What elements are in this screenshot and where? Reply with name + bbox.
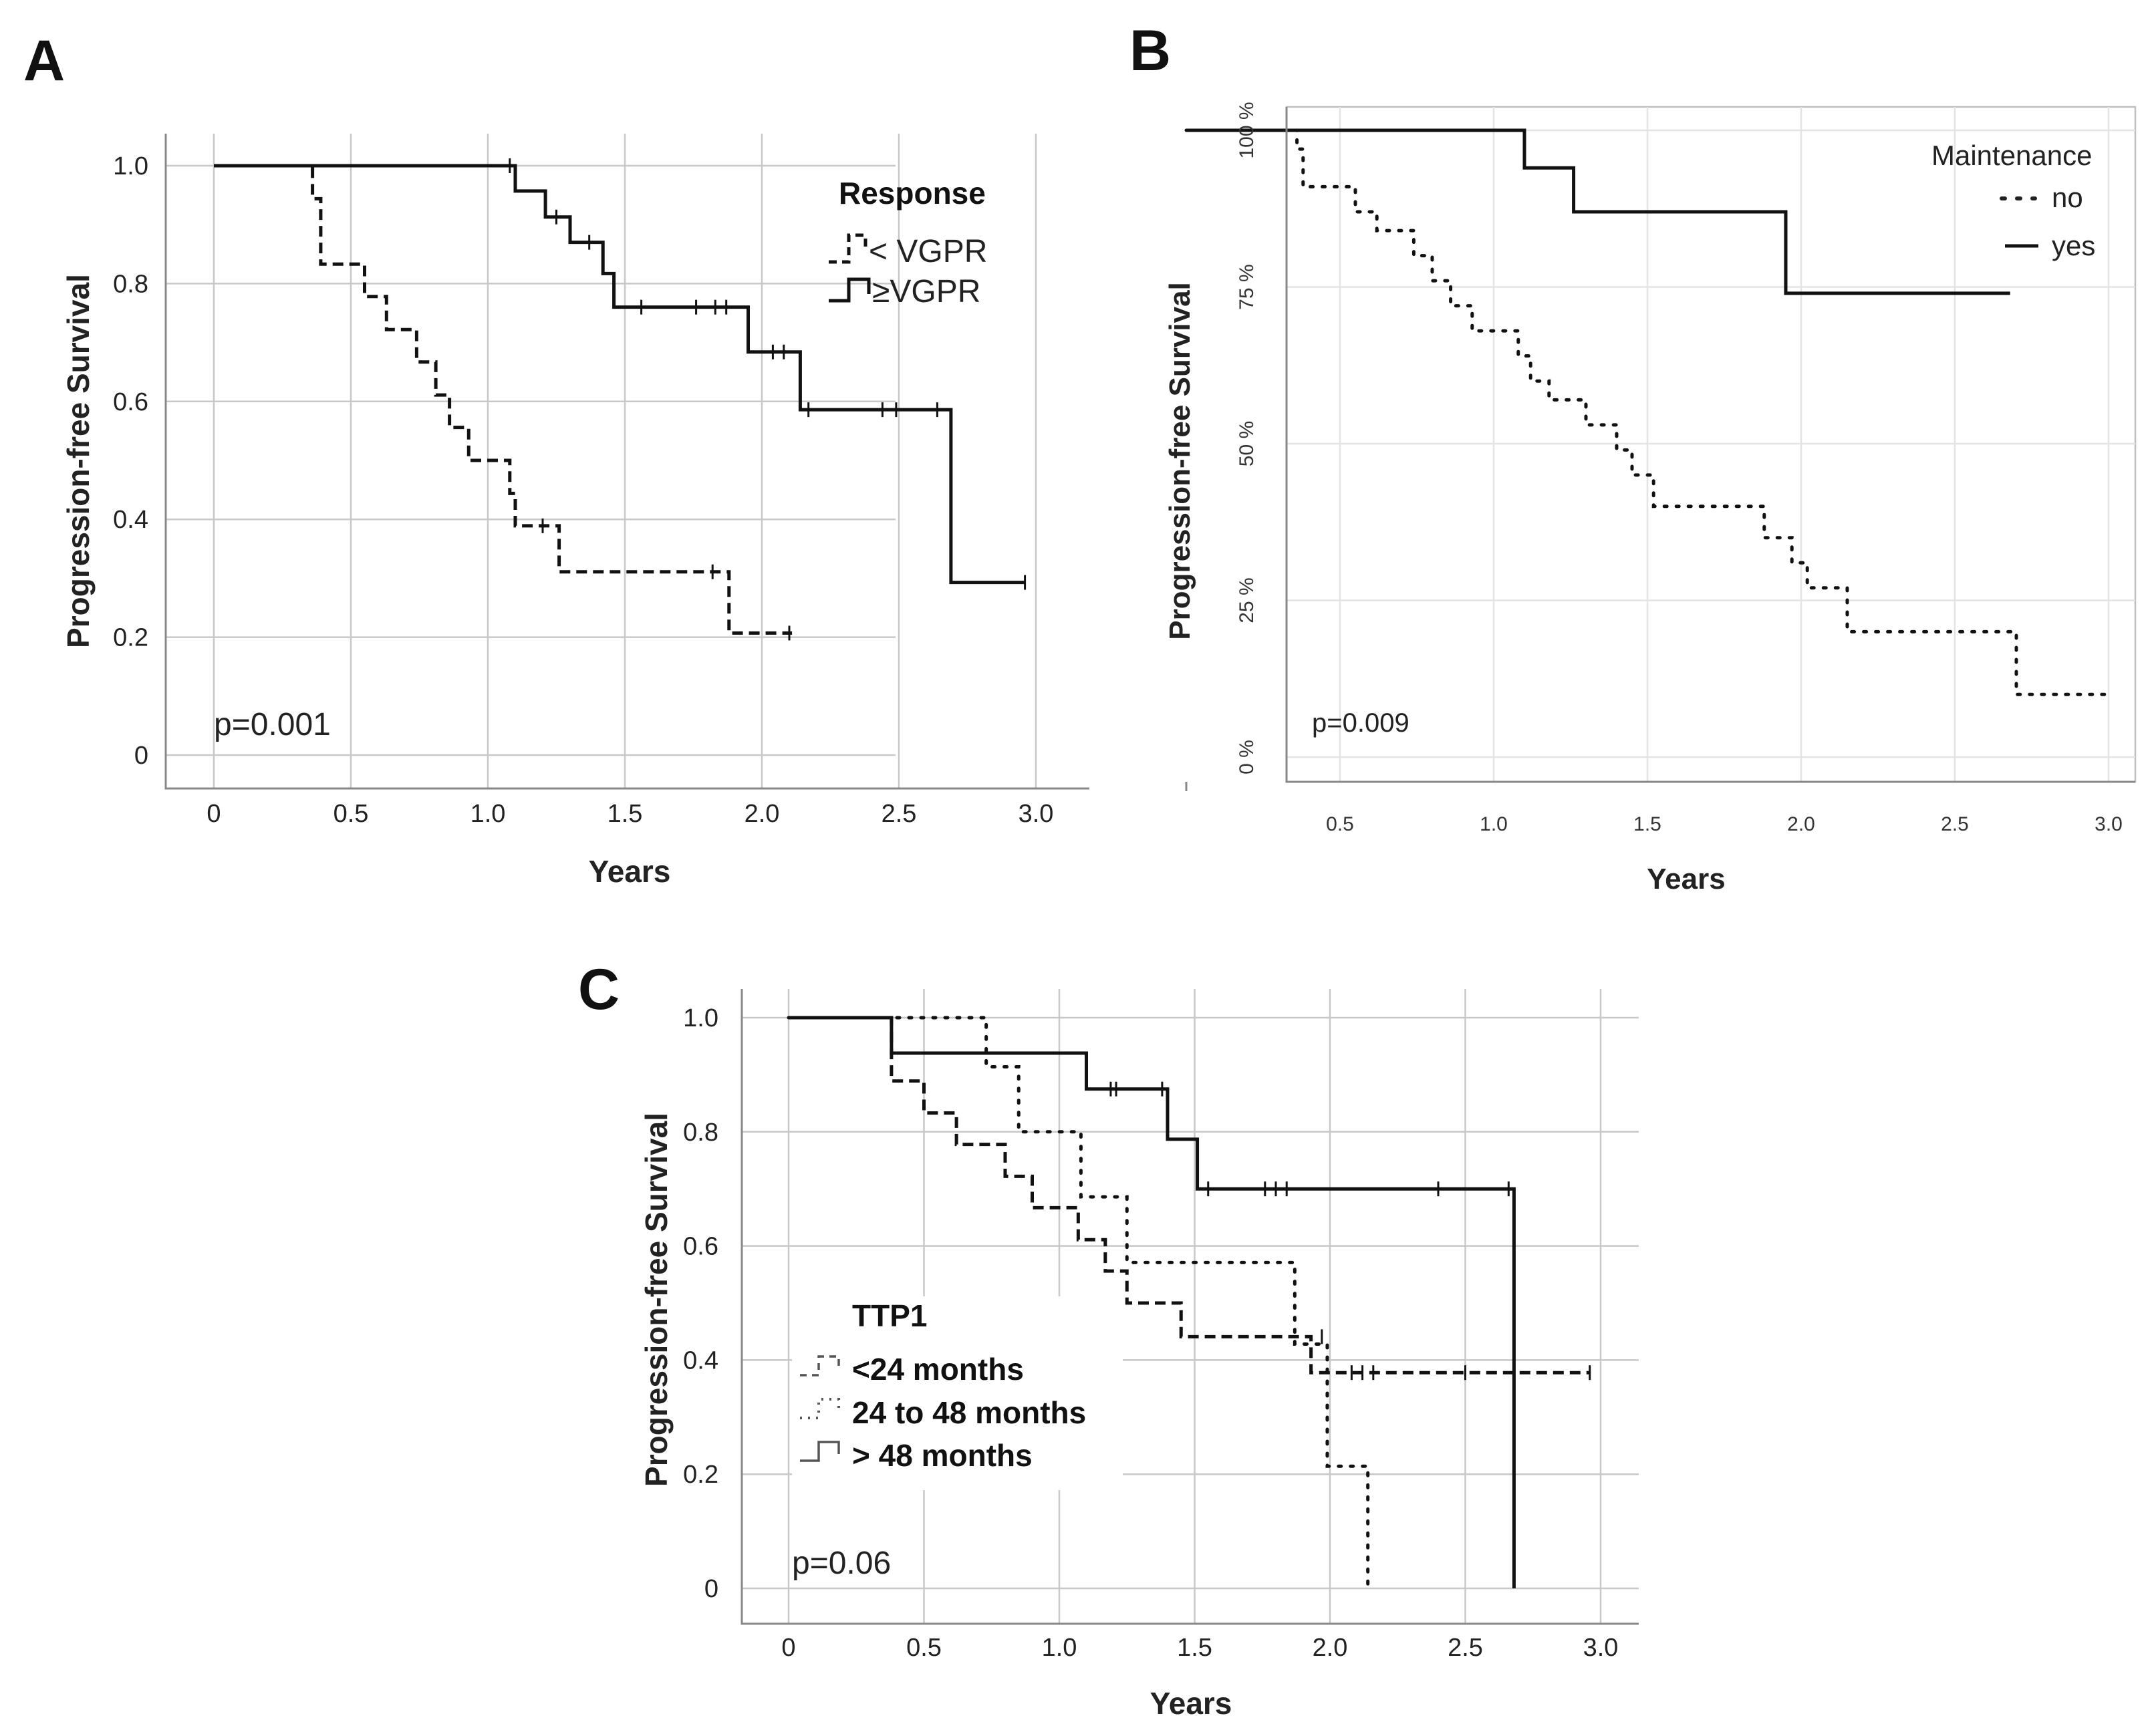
panel-c-y-ticks: 0 0.2 0.4 0.6 0.8 1.0 (683, 1004, 718, 1603)
panel-b-legend: Maintenance no yes (1931, 140, 2095, 261)
panel-c-x-tick-label: 2.0 (1313, 1634, 1348, 1662)
panel-b-curve-0 (1184, 128, 2107, 696)
panel-a-y-label: Progression-free Survival (61, 274, 96, 648)
panel-c-legend-swatch-lt24 (800, 1355, 840, 1377)
panel-a-legend-swatch-ge-vgpr (829, 277, 871, 303)
panel-b-x-tick-label: 1.5 (1633, 813, 1661, 835)
panel-a-curve-0 (214, 164, 793, 635)
panel-a-x-tick-label: 3.0 (1019, 800, 1054, 828)
panel-a-x-tick-label: 0.5 (333, 800, 369, 828)
panel-c-y-tick-label: 0.6 (683, 1233, 718, 1261)
panel-c-p-value: p=0.06 (792, 1546, 891, 1581)
panel-c-letter: C (578, 958, 620, 1022)
panel-b: B 0.5 1.0 1.5 2.0 2.5 3.0 0 % 25 % 50 % 75 % 100 … (1129, 19, 2137, 895)
panel-b-x-tick-label: 2.5 (1941, 813, 1969, 835)
panel-c-y-tick-label: 0 (704, 1575, 718, 1603)
panel-b-y-tick-label: 25 % (1236, 577, 1258, 623)
panel-a-y-ticks: 0 0.2 0.4 0.6 0.8 1.0 (113, 152, 148, 770)
panel-b-letter: B (1129, 19, 1171, 83)
panel-c-x-tick-label: 2.5 (1448, 1634, 1483, 1662)
panel-b-p-value: p=0.009 (1312, 708, 1409, 738)
panel-a-y-tick-label: 0.4 (113, 506, 148, 534)
panel-c-legend-swatch-gt48 (800, 1441, 840, 1462)
panel-b-legend-label-yes: yes (2052, 230, 2095, 261)
panel-a-y-tick-label: 0.6 (113, 388, 148, 416)
panel-b-y-tick-label: 75 % (1236, 264, 1258, 309)
panel-a-x-tick-label: 2.0 (745, 800, 780, 828)
panel-c-axes (740, 989, 1639, 1625)
panel-a-x-tick-label: 2.5 (882, 800, 917, 828)
panel-a-p-value: p=0.001 (214, 707, 331, 742)
panel-b-axes (1285, 107, 2135, 783)
panel-a-censor-marks (509, 158, 1027, 641)
panel-c-x-tick-label: 1.5 (1177, 1634, 1212, 1662)
panel-b-y-tick-label: 0 % (1236, 740, 1258, 774)
panel-a-legend-label-ge-vgpr: ≥VGPR (872, 274, 980, 309)
panel-c-legend-background (792, 1296, 1123, 1490)
panel-a-legend-swatch-lt-vgpr (829, 233, 867, 264)
panel-b-grid (1287, 107, 2135, 782)
panel-b-legend-label-no: no (2052, 182, 2083, 213)
panel-a-curves (214, 164, 1025, 635)
panel-a-y-tick-label: 0.8 (113, 270, 148, 298)
panel-c-y-tick-label: 0.2 (683, 1461, 718, 1489)
panel-b-x-tick-label: 3.0 (2095, 813, 2123, 835)
panel-c-legend-label-24to48: 24 to 48 months (852, 1395, 1086, 1430)
panel-c-grid (742, 989, 1639, 1624)
panel-b-x-tick-label: 2.0 (1787, 813, 1815, 835)
panel-a-y-tick-label: 1.0 (113, 152, 148, 180)
panel-c-x-tick-label: 3.0 (1583, 1634, 1619, 1662)
panel-b-curves (1184, 128, 2107, 696)
panel-a-x-tick-label: 1.5 (608, 800, 643, 828)
panel-a-y-tick-label: 0.2 (113, 624, 148, 652)
panel-c: C 0 0.5 1.0 1.5 2.0 2.5 3.0 0 0.2 0.4 0.6 0.8 1.0 Y… (578, 958, 1639, 1721)
panel-b-y-tick-label: 50 % (1236, 421, 1258, 466)
panel-a-axes (164, 134, 1089, 790)
panel-c-legend-title: TTP1 (852, 1298, 927, 1333)
panel-a-y-tick-label: 0 (134, 742, 148, 770)
panel-b-x-label: Years (1647, 863, 1725, 895)
panel-b-y-ticks: 0 % 25 % 50 % 75 % 100 % (1236, 102, 1258, 774)
panel-a-letter: A (23, 29, 65, 93)
panel-c-x-tick-label: 0 (781, 1634, 795, 1662)
panel-c-curve-2 (789, 1016, 1516, 1588)
panel-a-x-label: Years (589, 854, 671, 889)
panel-c-y-tick-label: 0.4 (683, 1346, 718, 1375)
panel-a-legend-label-lt-vgpr: < VGPR (869, 234, 987, 269)
panel-c-x-tick-label: 1.0 (1042, 1634, 1077, 1662)
panel-b-y-tick-label: 100 % (1236, 102, 1258, 158)
panel-a-curve-1 (214, 164, 1025, 585)
panel-b-y-label: Progression-free Survival (1164, 282, 1196, 640)
panel-c-curve-1 (787, 1016, 1370, 1590)
panel-a-x-tick-label: 1.0 (470, 800, 506, 828)
panel-c-legend: TTP1 <24 months 24 to 48 months > 48 mon… (800, 1298, 1086, 1473)
panel-c-x-tick-label: 0.5 (906, 1634, 942, 1662)
panel-a-legend-title: Response (839, 176, 986, 210)
panel-b-x-tick-label: 1.0 (1480, 813, 1508, 835)
panel-c-curves (787, 1016, 1590, 1590)
panel-a: A 0 0.5 1.0 1.5 2.0 2.5 3.0 0 0.2 0.4 0.6 0.8 1.0 Y… (23, 29, 1089, 889)
panel-c-censor-marks (1109, 1081, 1591, 1381)
panel-c-legend-label-lt24: <24 months (852, 1352, 1024, 1387)
panel-a-x-ticks: 0 0.5 1.0 1.5 2.0 2.5 3.0 (207, 800, 1053, 828)
panel-b-x-ticks: 0.5 1.0 1.5 2.0 2.5 3.0 (1185, 782, 2123, 835)
panel-b-x-tick-label: 0.5 (1326, 813, 1354, 835)
panel-b-curve-1 (1186, 128, 2010, 295)
panel-b-legend-title: Maintenance (1931, 140, 2093, 171)
panel-c-x-ticks: 0 0.5 1.0 1.5 2.0 2.5 3.0 (781, 1634, 1618, 1662)
panel-c-y-tick-label: 0.8 (683, 1119, 718, 1147)
panel-a-grid (166, 134, 1037, 788)
panel-c-x-label: Years (1150, 1686, 1232, 1721)
panel-c-legend-label-gt48: > 48 months (852, 1438, 1033, 1473)
panel-c-y-label: Progression-free Survival (639, 1113, 674, 1487)
panel-c-y-tick-label: 1.0 (683, 1004, 718, 1032)
panel-a-x-tick-label: 0 (207, 800, 221, 828)
panel-c-curve-0 (789, 1016, 1590, 1375)
panel-a-legend: Response < VGPR ≥VGPR (829, 176, 987, 309)
